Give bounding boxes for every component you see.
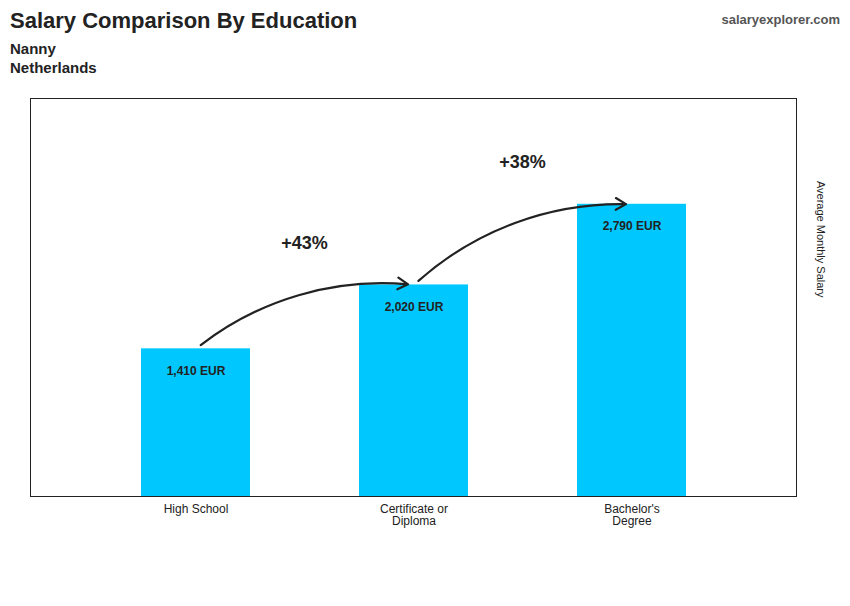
svg-text:+43%: +43% [281, 233, 328, 253]
html-text:Netherlands: Netherlands [10, 59, 97, 76]
svg-text:+38%: +38% [499, 152, 546, 172]
html-text:Salary Comparison By Education: Salary Comparison By Education [10, 8, 358, 33]
svg-text:Certificate orDiploma: Certificate orDiploma [380, 502, 448, 528]
svg-text:1,410 EUR: 1,410 EUR [167, 364, 226, 378]
svg-text:High School: High School [164, 502, 229, 516]
svg-text:Average Monthly Salary: Average Monthly Salary [815, 181, 827, 298]
html-text:salaryexplorer.com: salaryexplorer.com [721, 12, 840, 27]
html-text:Nanny: Nanny [10, 40, 56, 57]
svg-text:2,790 EUR: 2,790 EUR [603, 219, 662, 233]
svg-text:2,020 EUR: 2,020 EUR [385, 300, 444, 314]
svg-text:Bachelor'sDegree: Bachelor'sDegree [604, 502, 660, 528]
